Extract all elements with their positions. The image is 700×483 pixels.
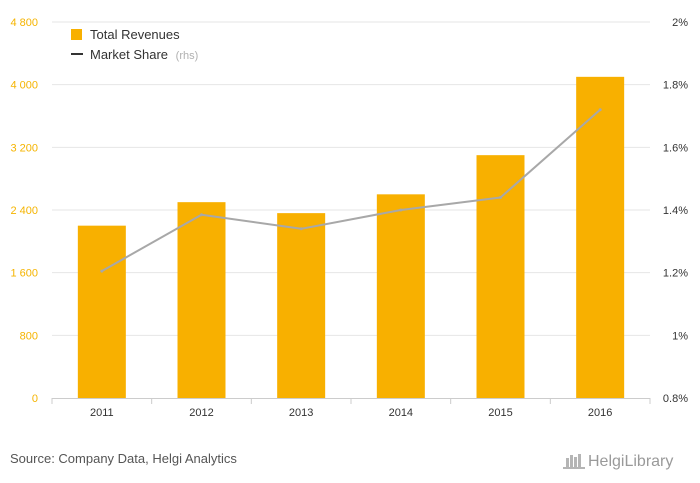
- legend-label-rhs: (rhs): [176, 50, 199, 62]
- y-left-tick-label: 1 600: [10, 268, 38, 280]
- legend: Total Revenues Market Share (rhs): [71, 27, 198, 62]
- market-share-point: [399, 208, 403, 212]
- y-left-tick-label: 0: [32, 393, 38, 405]
- market-share-point: [200, 213, 203, 217]
- legend-square-icon: [71, 29, 82, 40]
- helgi-library-logo: HelgiLibrary: [563, 453, 673, 470]
- y-left-tick-label: 3 200: [10, 142, 38, 154]
- y-right-tick-label: 1.8%: [663, 80, 688, 92]
- y-right-tick-label: 2%: [672, 17, 688, 29]
- y-left-tick-label: 2 400: [10, 205, 38, 217]
- x-tick-label: 2016: [588, 407, 612, 419]
- y-right-tick-label: 1.6%: [663, 142, 688, 154]
- x-tick-label: 2011: [90, 407, 114, 419]
- legend-label-market-share-text: Market Share: [90, 47, 168, 62]
- bar-series: [77, 76, 625, 398]
- bar-total-revenues: [476, 155, 525, 398]
- source-note: Source: Company Data, Helgi Analytics: [10, 451, 237, 466]
- bar-total-revenues: [177, 202, 226, 398]
- x-tick-label: 2013: [289, 407, 313, 419]
- x-tick-label: 2015: [488, 407, 512, 419]
- library-icon: [563, 454, 585, 469]
- market-share-point: [100, 269, 104, 273]
- y-left-tick-label: 4 800: [10, 17, 38, 29]
- y-right-tick-label: 1%: [672, 330, 688, 342]
- y-left-tick-label: 800: [20, 330, 38, 342]
- brand-name: HelgiLibrary: [588, 453, 673, 470]
- market-share-point: [598, 108, 602, 112]
- line-series: [100, 108, 602, 273]
- bar-total-revenues: [77, 225, 126, 398]
- bar-total-revenues: [376, 194, 425, 398]
- y-right-tick-label: 1.4%: [663, 205, 688, 217]
- gridlines: [52, 21, 650, 336]
- market-share-point: [299, 227, 303, 231]
- bar-total-revenues: [576, 76, 625, 398]
- axes: 0 0.8% 800 1% 1 600 1.2% 2 400 1.4% 3 200 1.6% 4 0…: [10, 17, 688, 419]
- line-market-share: [101, 108, 601, 272]
- legend-label-total-revenues: Total Revenues: [90, 27, 180, 42]
- x-tick-label: 2014: [389, 407, 413, 419]
- legend-label-market-share: Market Share (rhs): [90, 47, 198, 62]
- x-tick-label: 2012: [189, 407, 213, 419]
- y-right-tick-label: 0.8%: [663, 393, 688, 405]
- market-share-point: [499, 195, 502, 199]
- y-right-tick-label: 1.2%: [663, 268, 688, 280]
- y-left-tick-label: 4 000: [10, 80, 38, 92]
- bar-total-revenues: [277, 213, 326, 398]
